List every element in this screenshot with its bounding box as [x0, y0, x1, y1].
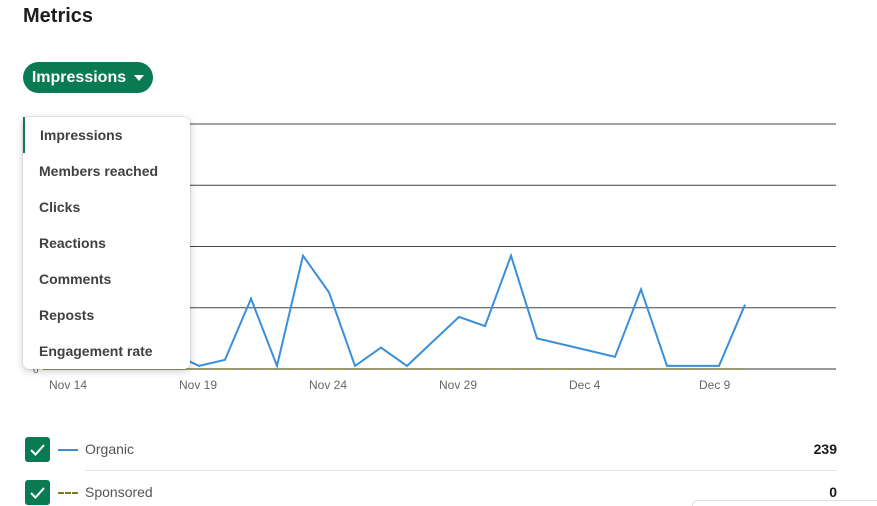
metric-selector-button[interactable]: Impressions — [23, 62, 153, 93]
legend-value-organic: 239 — [813, 441, 837, 457]
x-tick-label: Nov 29 — [439, 378, 477, 392]
organic-line-swatch — [58, 449, 78, 451]
dropdown-item-members-reached[interactable]: Members reached — [39, 163, 159, 179]
tooltip-edge — [692, 500, 877, 506]
caret-down-icon — [134, 74, 145, 81]
sponsored-checkbox[interactable] — [25, 480, 50, 505]
x-tick-label: Nov 24 — [309, 378, 347, 392]
organic-checkbox[interactable] — [25, 437, 50, 462]
metric-selector-label: Impressions — [31, 68, 127, 86]
sponsored-line-swatch — [58, 492, 78, 494]
legend-divider — [85, 470, 837, 471]
impressions-chart: 0 Nov 14 Nov 19 Nov 24 Nov 29 Dec 4 Dec 9 — [33, 123, 836, 392]
dropdown-item-clicks[interactable]: Clicks — [39, 199, 81, 215]
x-tick-label: Nov 14 — [49, 378, 87, 392]
legend-row-organic: Organic 239 — [25, 437, 837, 463]
x-tick-label: Dec 4 — [569, 378, 601, 392]
page-title: Metrics — [23, 5, 94, 27]
legend-value-sponsored: 0 — [829, 484, 837, 500]
dropdown-item-impressions[interactable]: Impressions — [23, 117, 190, 153]
checkmark-icon — [30, 444, 45, 456]
dropdown-item-reposts[interactable]: Reposts — [39, 307, 95, 323]
legend-row-sponsored: Sponsored 0 — [25, 480, 837, 506]
legend-label-organic: Organic — [85, 441, 135, 457]
checkmark-icon — [30, 487, 45, 499]
dropdown-item-reactions[interactable]: Reactions — [39, 235, 106, 251]
metric-dropdown-menu: Impressions Members reached Clicks React… — [23, 117, 190, 369]
dropdown-item-engagement-rate[interactable]: Engagement rate — [39, 343, 153, 359]
legend-label-sponsored: Sponsored — [85, 484, 153, 500]
x-tick-label: Nov 19 — [179, 378, 217, 392]
x-tick-label: Dec 9 — [699, 378, 731, 392]
dropdown-item-comments[interactable]: Comments — [39, 271, 112, 287]
y-tick-label: 0 — [33, 365, 39, 376]
